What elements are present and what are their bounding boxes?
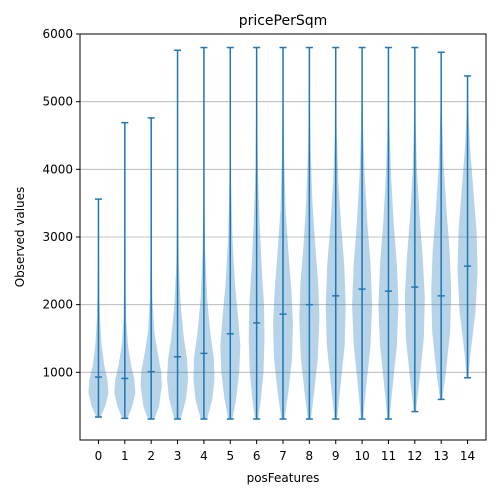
- y-tick-label: 3000: [42, 230, 73, 244]
- y-axis-label: Observed values: [13, 187, 27, 288]
- x-tick-label: 13: [434, 449, 449, 463]
- x-axis-label: posFeatures: [247, 471, 320, 485]
- x-tick-label: 3: [174, 449, 182, 463]
- x-tick-label: 4: [200, 449, 208, 463]
- violin-series: [88, 46, 478, 420]
- y-tick-label: 2000: [42, 298, 73, 312]
- chart-title: pricePerSqm: [239, 13, 328, 29]
- x-tick-label: 1: [121, 449, 129, 463]
- x-tick-label: 5: [226, 449, 234, 463]
- x-tick-label: 7: [279, 449, 287, 463]
- y-tick-label: 6000: [42, 27, 73, 41]
- x-axis-ticks: 0 1 2 3 4 5 6 7 8 9 10 11 12 13 14: [95, 440, 475, 463]
- x-tick-label: 6: [253, 449, 261, 463]
- x-tick-label: 10: [354, 449, 369, 463]
- x-tick-label: 14: [460, 449, 475, 463]
- x-tick-label: 2: [147, 449, 155, 463]
- y-tick-label: 5000: [42, 95, 73, 109]
- y-tick-label: 4000: [42, 162, 73, 176]
- x-tick-label: 8: [306, 449, 314, 463]
- x-tick-label: 11: [381, 449, 396, 463]
- x-tick-label: 0: [95, 449, 103, 463]
- y-axis-ticks: 1000 2000 3000 4000 5000 6000: [42, 27, 80, 379]
- x-tick-label: 12: [407, 449, 422, 463]
- x-tick-label: 9: [332, 449, 340, 463]
- y-tick-label: 1000: [42, 365, 73, 379]
